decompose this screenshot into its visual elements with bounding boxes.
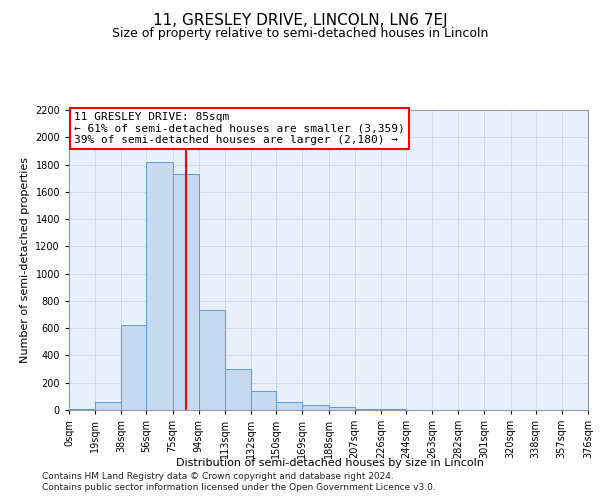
Text: Distribution of semi-detached houses by size in Lincoln: Distribution of semi-detached houses by … (176, 458, 484, 468)
Bar (146, 162, 173, 410)
Bar (329, 408, 355, 410)
Text: Contains public sector information licensed under the Open Government Licence v3: Contains public sector information licen… (42, 484, 436, 492)
Bar (95, 402, 121, 410)
Text: 11, GRESLEY DRIVE, LINCOLN, LN6 7EJ: 11, GRESLEY DRIVE, LINCOLN, LN6 7EJ (152, 12, 448, 28)
Bar (276, 402, 302, 410)
Bar (199, 310, 225, 410)
Bar (302, 405, 329, 410)
Bar (355, 408, 381, 410)
Bar (173, 174, 199, 410)
Y-axis label: Number of semi-detached properties: Number of semi-detached properties (20, 157, 29, 363)
Text: Contains HM Land Registry data © Crown copyright and database right 2024.: Contains HM Land Registry data © Crown c… (42, 472, 394, 481)
Bar (121, 326, 146, 410)
Bar (251, 391, 276, 410)
Text: Size of property relative to semi-detached houses in Lincoln: Size of property relative to semi-detach… (112, 28, 488, 40)
Text: 11 GRESLEY DRIVE: 85sqm
← 61% of semi-detached houses are smaller (3,359)
39% of: 11 GRESLEY DRIVE: 85sqm ← 61% of semi-de… (74, 112, 405, 144)
Bar (225, 369, 251, 410)
